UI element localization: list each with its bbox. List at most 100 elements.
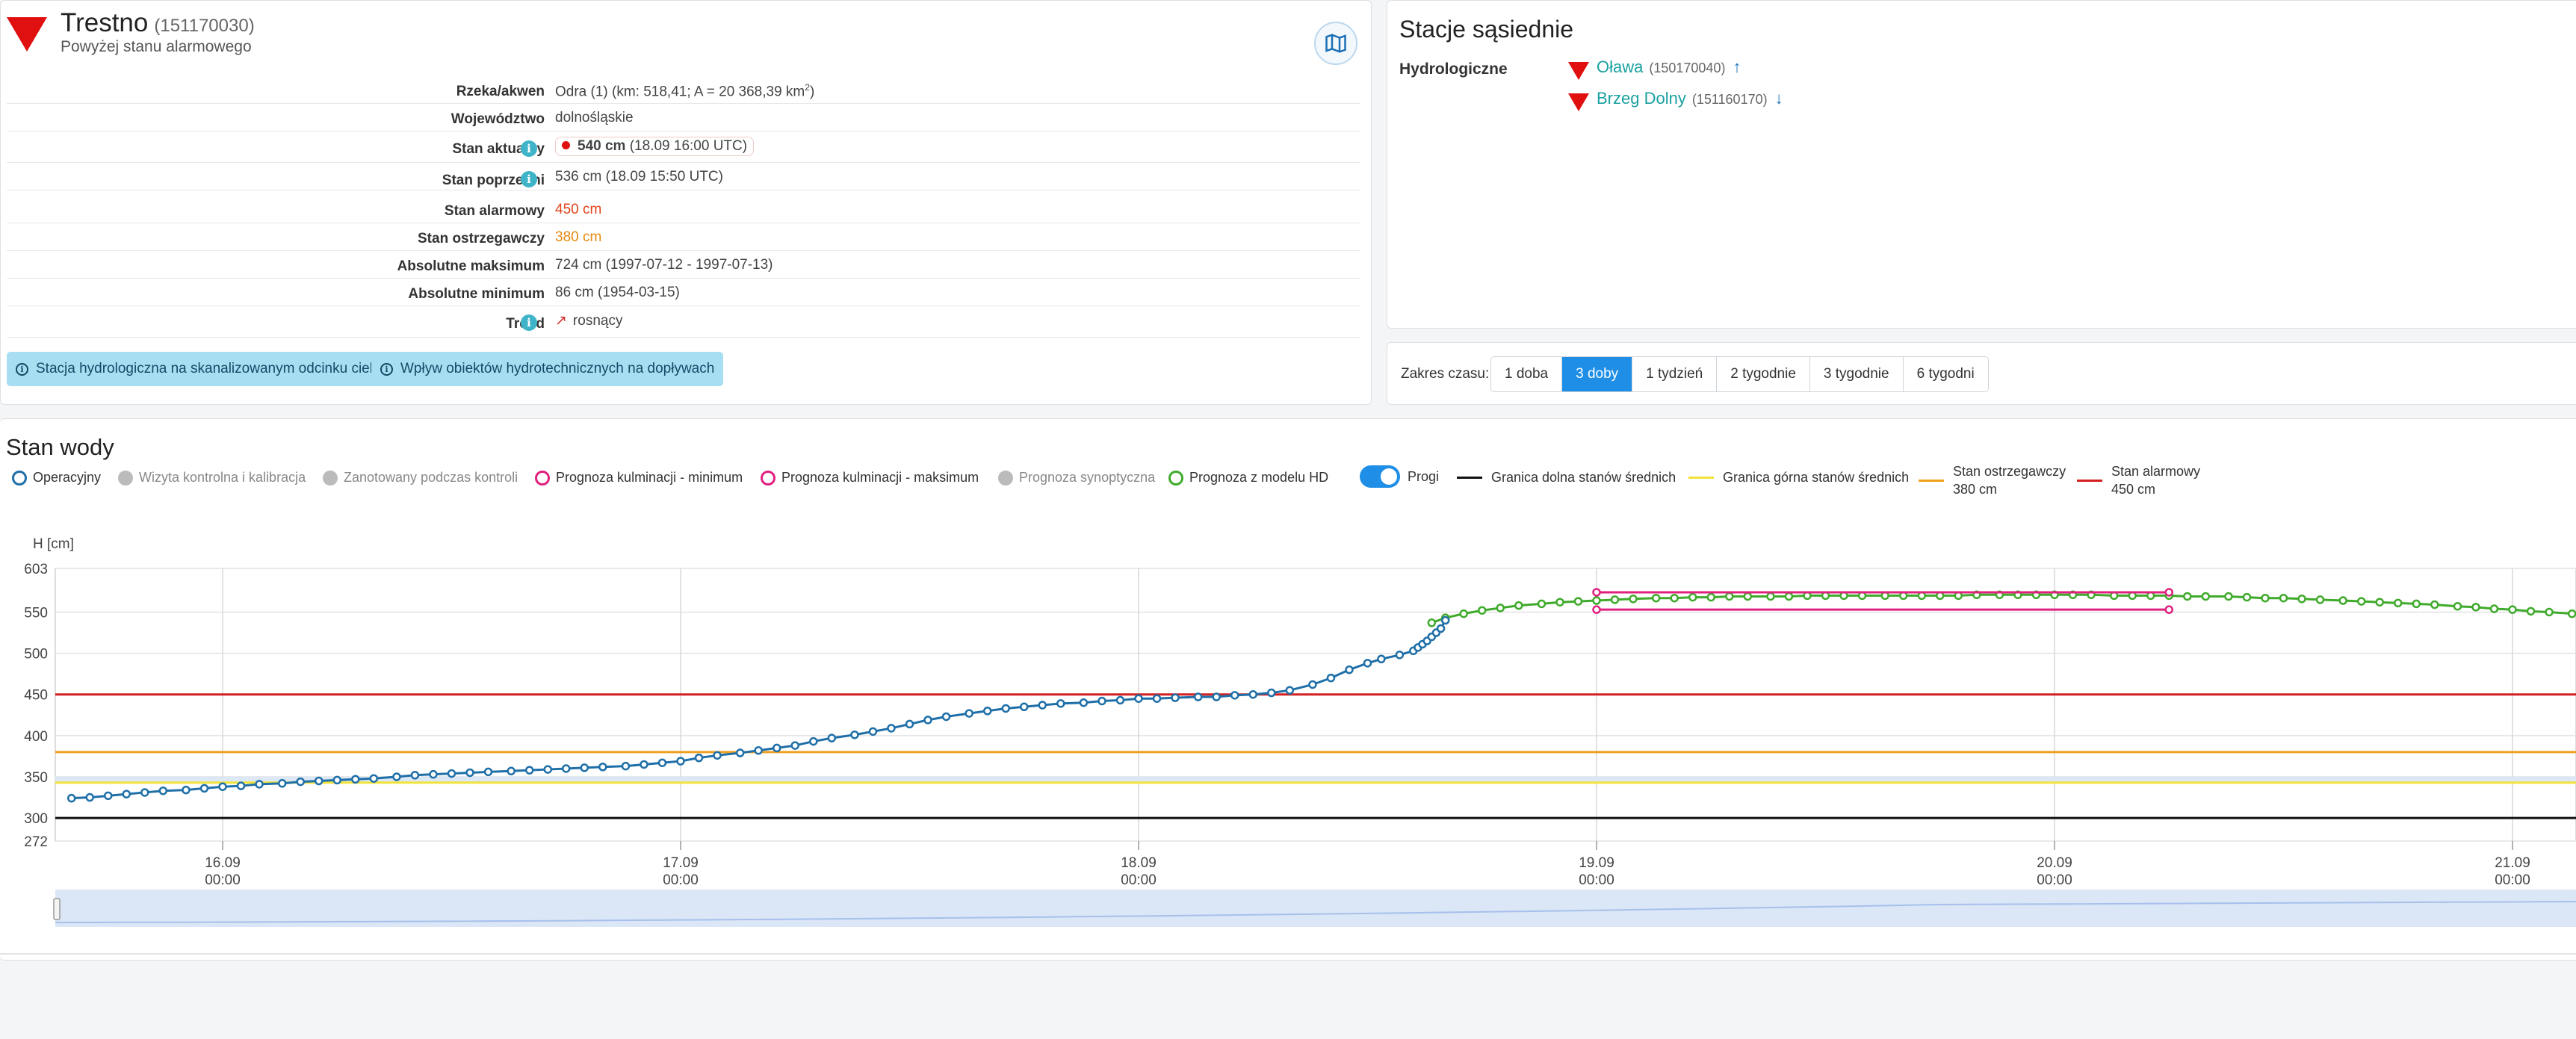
range-button-1-day[interactable]: 1 doba	[1491, 357, 1563, 391]
data-point[interactable]	[410, 771, 420, 780]
data-point[interactable]	[140, 788, 149, 797]
data-point[interactable]	[2261, 593, 2270, 603]
data-point[interactable]	[507, 766, 515, 776]
data-point[interactable]	[122, 790, 131, 798]
data-point[interactable]	[447, 769, 456, 778]
data-point[interactable]	[1610, 595, 1620, 604]
data-point[interactable]	[694, 753, 704, 763]
data-point[interactable]	[657, 758, 667, 767]
data-point[interactable]	[429, 769, 438, 779]
data-point[interactable]	[1134, 694, 1143, 703]
legend-item-culmination-min[interactable]: Prognoza kulminacji - minimum	[535, 470, 743, 486]
data-point[interactable]	[1020, 702, 1029, 712]
legend-item-synoptic[interactable]: Prognoza synoptyczna	[998, 470, 1155, 486]
data-point[interactable]	[965, 709, 973, 718]
data-point[interactable]	[2545, 607, 2554, 617]
range-button-2-weeks[interactable]: 2 tygodnie	[1717, 357, 1810, 391]
data-point[interactable]	[85, 793, 94, 802]
data-point[interactable]	[1514, 601, 1523, 610]
data-point[interactable]	[905, 719, 914, 729]
data-point[interactable]	[1592, 605, 1601, 614]
data-point[interactable]	[754, 745, 763, 755]
navigator-handle-left[interactable]	[53, 898, 61, 920]
data-point[interactable]	[790, 741, 799, 750]
data-point[interactable]	[640, 760, 648, 769]
data-point[interactable]	[255, 780, 264, 789]
data-point[interactable]	[1427, 618, 1437, 627]
data-point[interactable]	[2201, 592, 2211, 601]
data-point[interactable]	[2338, 596, 2347, 605]
data-point[interactable]	[1555, 598, 1564, 607]
data-point[interactable]	[1725, 592, 1734, 601]
data-point[interactable]	[1592, 596, 1601, 605]
data-point[interactable]	[2356, 597, 2366, 606]
data-point[interactable]	[465, 768, 474, 778]
data-point[interactable]	[2489, 604, 2499, 613]
data-point[interactable]	[1766, 592, 1775, 601]
data-point[interactable]	[2224, 592, 2233, 601]
data-point[interactable]	[562, 764, 571, 773]
toggle-switch[interactable]	[1360, 465, 1400, 488]
data-point[interactable]	[1267, 688, 1276, 698]
data-point[interactable]	[827, 733, 837, 742]
data-point[interactable]	[621, 761, 631, 771]
data-point[interactable]	[887, 724, 896, 733]
data-point[interactable]	[941, 712, 951, 722]
data-point[interactable]	[598, 763, 607, 772]
data-point[interactable]	[199, 784, 209, 793]
data-point[interactable]	[1363, 659, 1372, 668]
range-button-3-days[interactable]: 3 doby	[1562, 357, 1633, 391]
info-icon[interactable]: i	[521, 140, 537, 157]
neighbor-item[interactable]: Brzeg Dolny (151160170) ↓	[1568, 89, 1783, 111]
data-point[interactable]	[1629, 595, 1638, 604]
data-point[interactable]	[2164, 588, 2173, 597]
data-point[interactable]	[1248, 689, 1257, 699]
data-point[interactable]	[1395, 651, 1405, 660]
data-point[interactable]	[580, 763, 589, 772]
data-point[interactable]	[296, 777, 305, 787]
data-point[interactable]	[850, 730, 859, 739]
data-point[interactable]	[1038, 701, 1047, 710]
data-point[interactable]	[2315, 595, 2325, 604]
legend-item-culmination-max[interactable]: Prognoza kulminacji - maksimum	[761, 470, 979, 486]
data-point[interactable]	[1377, 654, 1386, 664]
data-point[interactable]	[1212, 692, 1221, 701]
data-point[interactable]	[809, 736, 818, 746]
data-point[interactable]	[1097, 696, 1106, 706]
data-point[interactable]	[351, 775, 360, 784]
info-icon[interactable]: i	[521, 314, 537, 331]
data-point[interactable]	[2183, 592, 2192, 601]
data-point[interactable]	[1706, 592, 1715, 602]
data-point[interactable]	[2508, 605, 2517, 614]
data-point[interactable]	[1193, 692, 1203, 701]
data-point[interactable]	[1171, 693, 1180, 702]
data-point[interactable]	[2453, 601, 2462, 611]
data-point[interactable]	[158, 786, 168, 795]
data-point[interactable]	[524, 766, 534, 775]
data-point[interactable]	[1152, 694, 1162, 703]
data-point[interactable]	[332, 775, 341, 785]
data-point[interactable]	[1056, 699, 1065, 708]
data-point[interactable]	[1345, 665, 1354, 674]
data-point[interactable]	[676, 757, 685, 766]
data-point[interactable]	[2279, 593, 2288, 603]
data-point[interactable]	[1230, 691, 1239, 700]
range-button-6-weeks[interactable]: 6 tygodni	[1903, 357, 1988, 391]
neighbor-link[interactable]: Brzeg Dolny	[1597, 89, 1686, 108]
data-point[interactable]	[314, 776, 323, 786]
data-point[interactable]	[1079, 698, 1089, 707]
data-point[interactable]	[1592, 588, 1601, 597]
data-point[interactable]	[2375, 598, 2384, 607]
data-point[interactable]	[236, 781, 246, 790]
data-point[interactable]	[66, 793, 76, 803]
data-point[interactable]	[1651, 593, 1661, 603]
data-point[interactable]	[1436, 624, 1446, 633]
data-point[interactable]	[923, 716, 932, 725]
data-point[interactable]	[2430, 600, 2439, 610]
info-icon[interactable]: i	[521, 171, 537, 187]
data-point[interactable]	[1478, 606, 1487, 615]
data-point[interactable]	[2471, 603, 2480, 612]
data-point[interactable]	[1784, 592, 1794, 601]
neighbor-item[interactable]: Oława (150170040) ↑	[1568, 58, 1741, 80]
data-point[interactable]	[2164, 605, 2173, 614]
